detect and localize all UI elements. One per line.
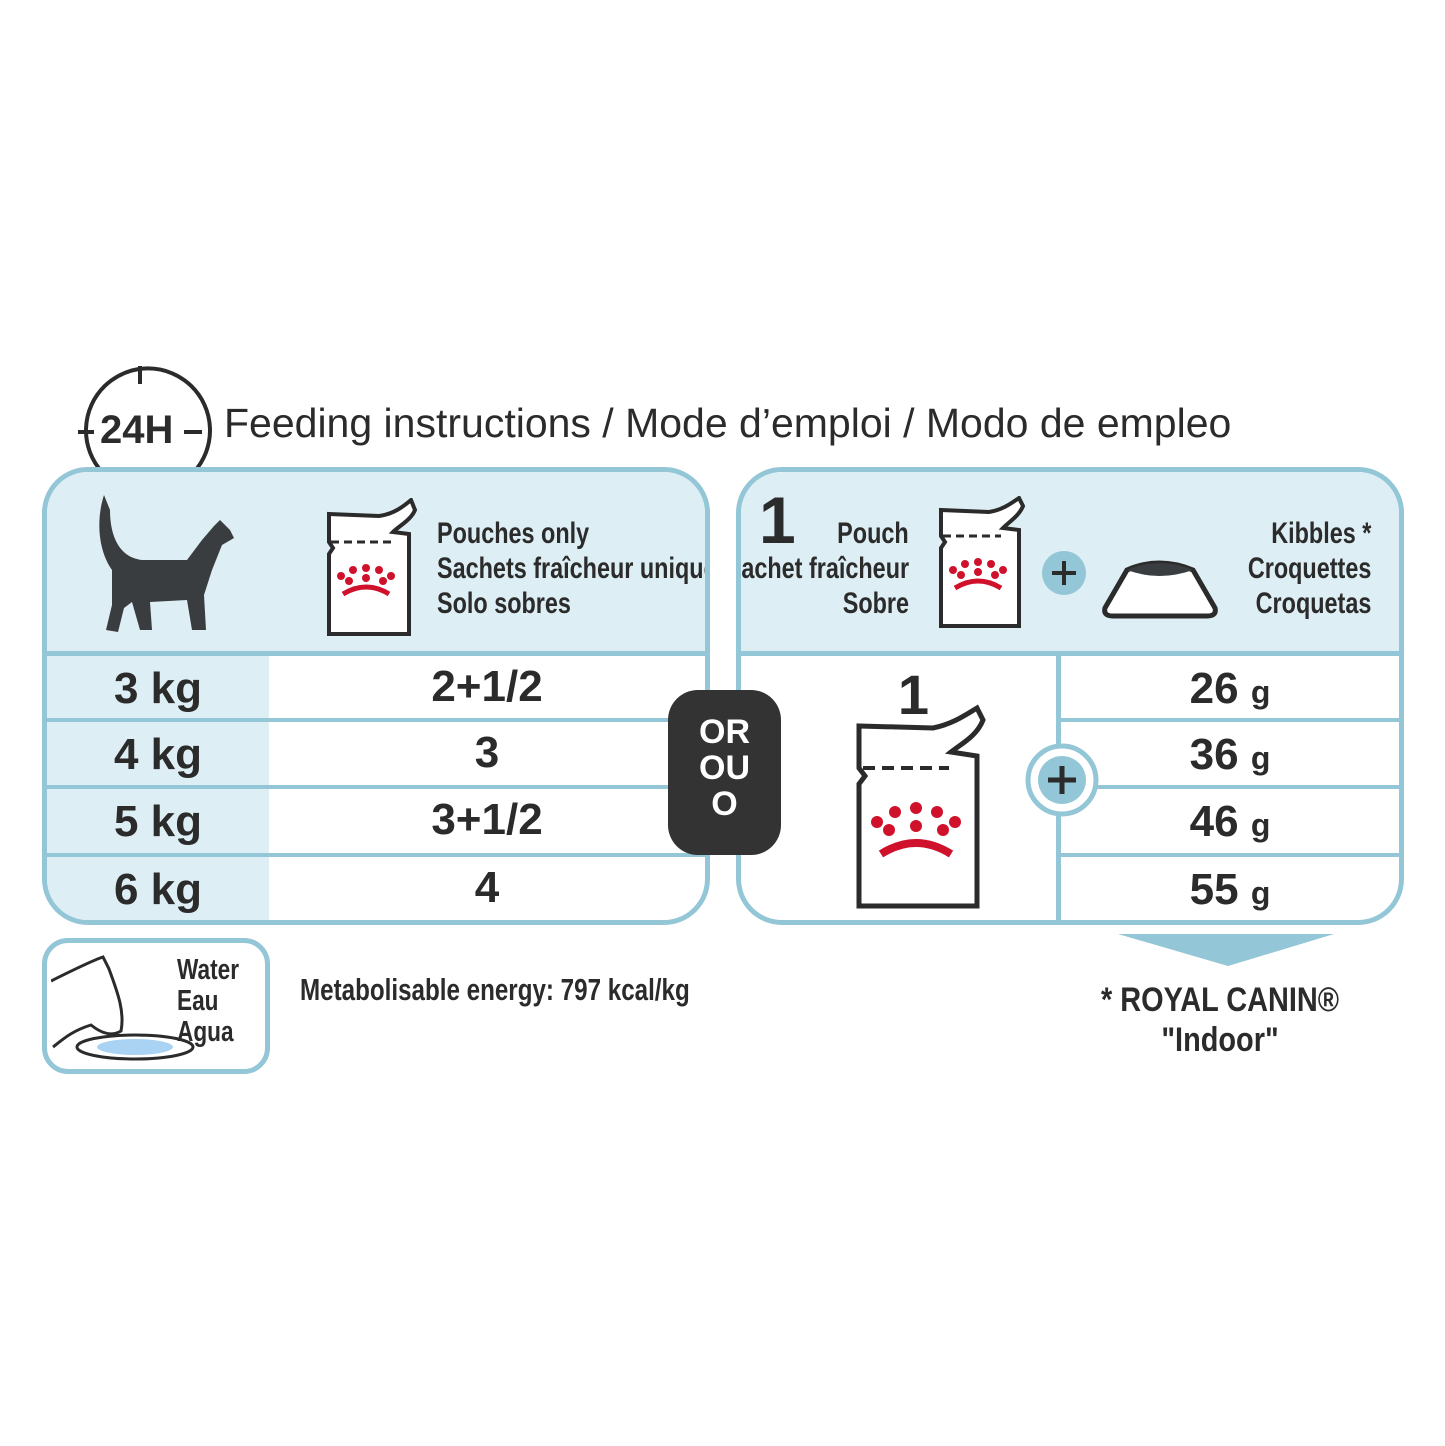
kibble-unit: g	[1250, 807, 1271, 843]
pouches-only-header: Pouches only Sachets fraîcheur uniquemen…	[47, 472, 705, 656]
pouches-cell: 4	[474, 863, 500, 912]
mixed-feeding-panel: 1 Pouch Sachet fraîcheur Sobre Kibbles *…	[736, 467, 1404, 925]
metabolisable-energy: Metabolisable energy: 797 kcal/kg	[300, 972, 690, 1007]
table-row: 5 kg 3+1/2	[47, 789, 705, 857]
label-kibbles-fr: Croquettes	[1247, 552, 1371, 585]
or-badge: OR OU O	[668, 690, 781, 855]
kibble-unit: g	[1250, 674, 1271, 710]
table-row: 3 kg 2+1/2	[47, 656, 705, 722]
plus-icon	[1042, 551, 1086, 595]
label-kibbles-en: Kibbles *	[1270, 517, 1371, 550]
arrow-down-shape	[1118, 934, 1334, 966]
label-pouches-only-fr: Sachets fraîcheur uniquement	[437, 552, 705, 585]
page-title: Feeding instructions / Mode d’emploi / M…	[224, 400, 1232, 446]
pouch-quantity-cell: 1	[741, 656, 1061, 920]
label-kibbles-es: Croquetas	[1255, 587, 1371, 620]
pouches-only-panel: Pouches only Sachets fraîcheur uniquemen…	[42, 467, 710, 925]
pouches-cell: 2+1/2	[431, 662, 543, 711]
label-pouches-only-en: Pouches only	[437, 517, 590, 550]
or-en: OR	[699, 713, 750, 751]
pouches-cell: 3+1/2	[431, 795, 543, 844]
table-row: 36 g	[1061, 722, 1399, 789]
mixed-feeding-header: 1 Pouch Sachet fraîcheur Sobre Kibbles *…	[741, 472, 1399, 656]
table-row: 26 g	[1061, 656, 1399, 722]
pouches-cell: 3	[474, 728, 500, 777]
pouch-large-icon	[856, 704, 986, 909]
table-row: 4 kg 3	[47, 722, 705, 789]
or-es: O	[711, 785, 738, 823]
kibble-value: 55	[1189, 865, 1239, 914]
water-label-en: Water	[177, 954, 240, 986]
table-row: 55 g	[1061, 857, 1399, 920]
kibble-unit: g	[1250, 740, 1271, 776]
cat-icon	[99, 495, 234, 632]
or-fr: OU	[699, 749, 750, 787]
weight-cell: 3 kg	[113, 664, 203, 713]
pouch-quantity: 1	[897, 663, 930, 726]
footnote-product: "Indoor"	[1161, 1021, 1279, 1059]
pouch-icon	[939, 496, 1026, 628]
label-pouch-en: Pouch	[837, 517, 909, 550]
clock-24h-icon	[78, 366, 212, 474]
kibble-bowl-icon	[1102, 560, 1218, 619]
table-row: 6 kg 4	[47, 857, 705, 920]
label-pouch-es: Sobre	[842, 587, 909, 620]
pouch-count: 1	[759, 483, 796, 557]
kibble-value: 26	[1189, 664, 1239, 713]
kibble-value: 36	[1189, 730, 1239, 779]
pouch-icon	[327, 498, 418, 636]
cat-drinking-water-icon	[51, 955, 195, 1061]
weight-cell: 4 kg	[113, 730, 203, 779]
weight-cell: 5 kg	[113, 797, 203, 846]
water-box: Water Eau Agua	[42, 938, 270, 1074]
plus-circle-icon	[1025, 743, 1099, 817]
label-pouch-fr: Sachet fraîcheur	[736, 552, 909, 585]
footnote-brand: * ROYAL CANIN®	[1100, 981, 1340, 1019]
kibble-value: 46	[1189, 797, 1239, 846]
table-row: 46 g	[1061, 789, 1399, 857]
kibble-unit: g	[1250, 875, 1271, 911]
water-label-fr: Eau	[177, 985, 219, 1017]
water-label-es: Agua	[177, 1016, 234, 1048]
label-pouches-only-es: Solo sobres	[437, 587, 571, 620]
footnote: * ROYAL CANIN® "Indoor"	[1070, 980, 1370, 1060]
weight-cell: 6 kg	[113, 865, 203, 914]
clock-label: 24H	[100, 408, 174, 452]
